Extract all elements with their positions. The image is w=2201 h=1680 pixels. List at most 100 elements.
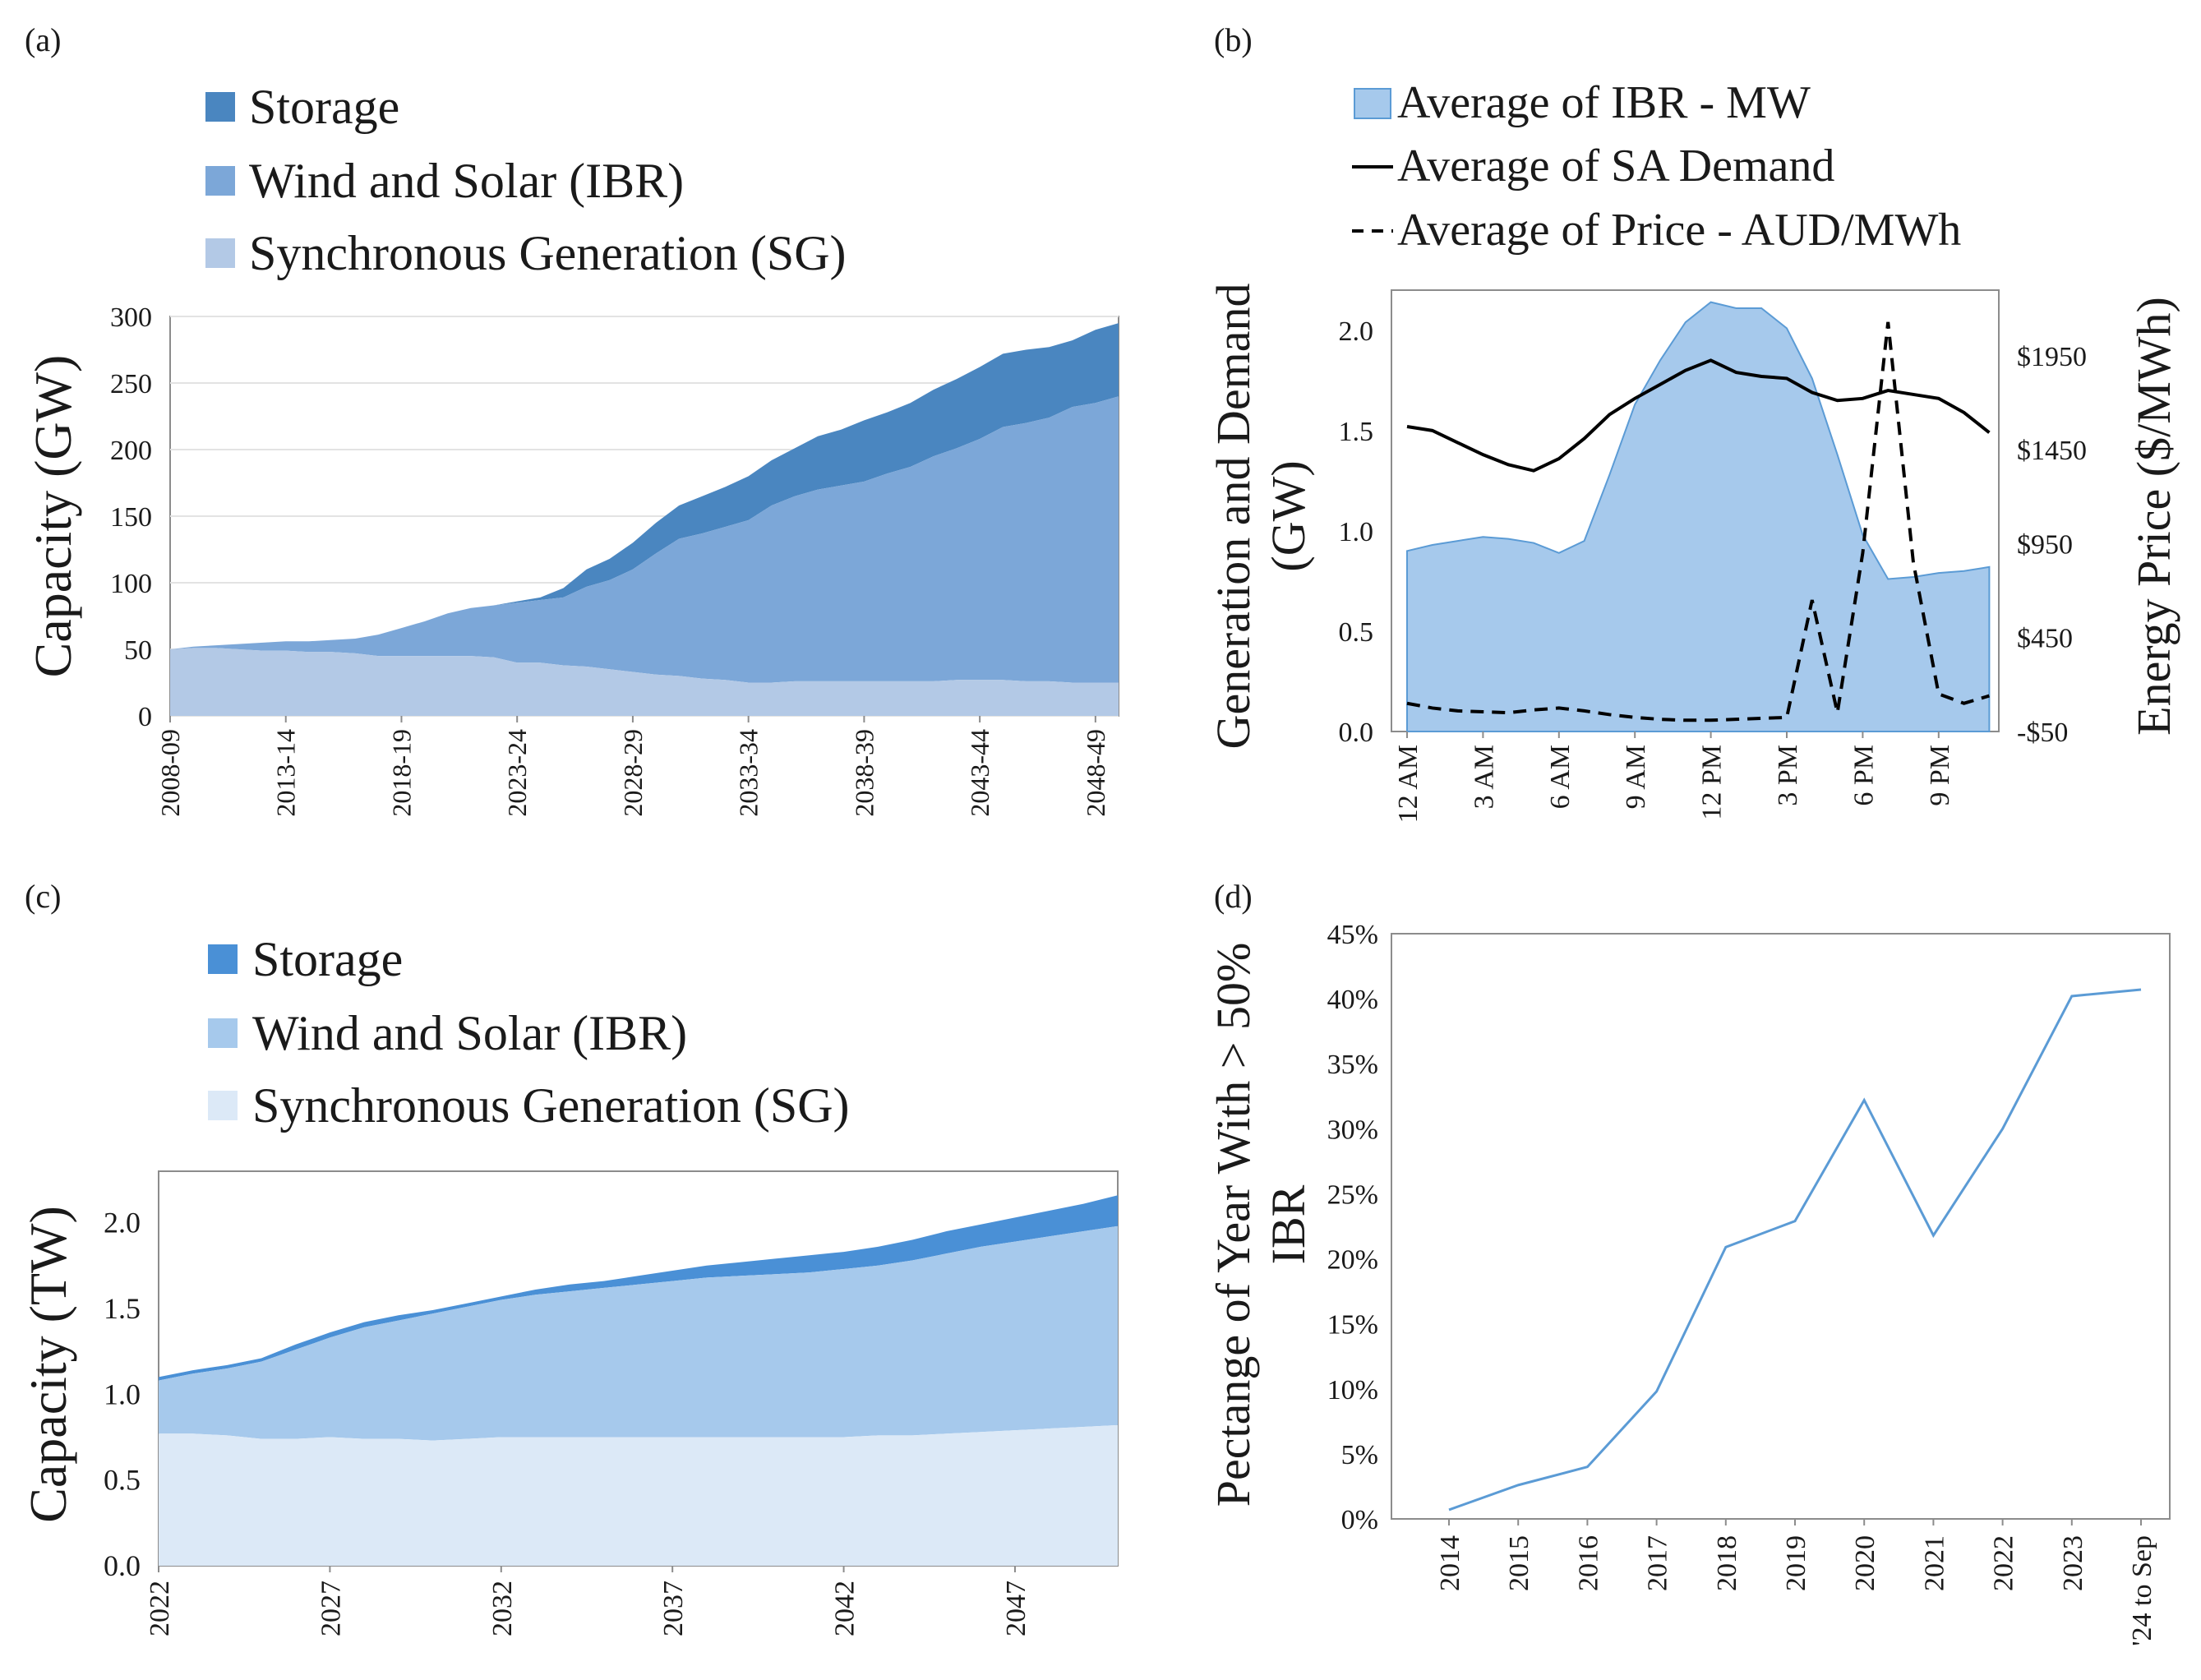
x-tick-label: 9 AM [1621,745,1651,809]
x-tick-label: 2021 [1919,1535,1950,1591]
y-tick-label: 5% [1341,1440,1378,1470]
x-tick-label: 2037 [658,1581,689,1636]
y-tick-label: 150 [110,502,152,533]
y2-axis-title: Energy Price ($/MWh) [2127,297,2180,736]
x-tick-label: 12 AM [1393,745,1423,823]
y-tick-label: 1.5 [104,1292,141,1325]
y-tick-label: 0.0 [104,1549,141,1582]
y2-tick-label: -$50 [2017,718,2068,748]
y-tick-label: 45% [1327,920,1378,950]
x-tick-label: 2019 [1781,1535,1811,1591]
y-axis-title: Generation and Demand [1207,284,1260,750]
x-tick-label: 6 AM [1545,745,1576,809]
y-tick-label: 1.5 [1339,417,1374,447]
line-ibr-share [1448,988,2142,1512]
x-tick-label: 2014 [1435,1535,1465,1591]
area-ibr [1406,301,1991,732]
x-tick-label: 3 PM [1773,745,1803,806]
area-ibr [170,396,1119,683]
y-tick-label: 2.0 [1339,316,1374,347]
legend-label: Synchronous Generation (SG) [252,1078,850,1133]
x-tick-label: 2013-14 [271,729,301,817]
y-tick-label: 25% [1327,1179,1378,1210]
x-tick-label: 2023 [2058,1535,2088,1591]
y-tick-label: 1.0 [1339,517,1374,547]
y-axis-title: Capacity (GW) [24,355,82,678]
x-tick-label: 2017 [1643,1535,1673,1591]
area-ibr [159,1225,1118,1441]
x-tick-label: 2015 [1504,1535,1534,1591]
y-tick-label: 50 [124,635,152,666]
x-tick-label: 2008-09 [155,729,185,817]
x-tick-label: '24 to Sep [2127,1535,2157,1646]
x-tick-label: 2020 [1850,1535,1880,1591]
x-tick-label: 2033-34 [734,729,764,817]
panel-a: (a) Storage Wind and Solar (IBR) Synchronou… [24,21,1119,817]
legend-swatch [208,1018,238,1048]
area-storage [159,1195,1118,1381]
y-axis-title: Capacity (TW) [19,1206,77,1523]
x-tick-label: 12 PM [1697,745,1728,820]
x-tick-label: 2043-44 [965,729,994,817]
y-axis-title: (GW) [1262,460,1315,571]
y-tick-label: 2.0 [104,1207,141,1239]
legend-swatch [205,166,235,196]
y-tick-label: 15% [1327,1310,1378,1341]
legend-swatch [205,92,235,122]
y2-tick-label: $450 [2017,624,2073,654]
y2-tick-label: $1950 [2017,342,2087,372]
y-axis-title: Pectange of Year With > 50% [1207,943,1260,1507]
legend-label: Average of Price - AUD/MWh [1397,205,1961,256]
legend-label: Synchronous Generation (SG) [249,226,847,280]
y2-tick-label: $1450 [2017,436,2087,466]
x-tick-label: 2028-29 [618,729,648,817]
x-tick-label: 2048-49 [1081,729,1110,817]
x-tick-label: 6 PM [1848,745,1879,806]
panel-b: (b) Average of IBR - MW Average of SA Dema… [1207,21,2180,823]
area-sg [159,1424,1118,1566]
legend-swatch [205,238,235,268]
area-storage [170,323,1119,649]
legend-label: Storage [252,932,403,986]
panel-c: (c) Storage Wind and Solar (IBR) Synchronou… [19,878,1119,1636]
panel-label: (a) [25,21,61,58]
y-tick-label: 0.5 [104,1464,141,1497]
x-tick-label: 2042 [830,1581,861,1636]
area-sg [170,648,1119,716]
y-tick-label: 10% [1327,1375,1378,1405]
y-tick-label: 300 [110,302,152,333]
x-tick-label: 2032 [487,1581,518,1636]
legend-swatch [208,1091,238,1120]
legend-label: Wind and Solar (IBR) [252,1006,687,1060]
y-tick-label: 35% [1327,1050,1378,1080]
x-tick-label: 2018 [1712,1535,1742,1591]
legend-label: Average of SA Demand [1397,141,1834,192]
y-tick-label: 200 [110,436,152,466]
legend-swatch [208,944,238,974]
panel-label: (b) [1214,21,1253,58]
x-tick-label: 2022 [1989,1535,2019,1591]
y-tick-label: 20% [1327,1245,1378,1276]
legend-swatch [1354,88,1391,119]
legend-label: Average of IBR - MW [1397,77,1811,128]
x-tick-label: 3 AM [1469,745,1499,809]
y-tick-label: 0.0 [1339,718,1374,748]
y-tick-label: 0.5 [1339,617,1374,648]
legend-label: Wind and Solar (IBR) [249,154,684,208]
y-tick-label: 0% [1341,1505,1378,1535]
x-tick-label: 2016 [1573,1535,1603,1591]
y-tick-label: 0 [138,702,152,732]
panel-d: (d) 0% 5% 10% 15% 20% 25% 30% 35% 40% 45% 2014 2015 2… [1207,878,2171,1646]
line-price [1406,321,1990,722]
line-demand [1406,358,1991,473]
x-tick-label: 2038-39 [849,729,879,817]
x-tick-label: 2022 [145,1581,175,1636]
x-tick-label: 2047 [1001,1581,1031,1636]
x-tick-label: 2027 [316,1581,346,1636]
y-tick-label: 250 [110,369,152,399]
panel-label: (d) [1214,878,1253,915]
y2-tick-label: $950 [2017,529,2073,560]
y-tick-label: 1.0 [104,1378,141,1410]
y-tick-label: 40% [1327,985,1378,1015]
